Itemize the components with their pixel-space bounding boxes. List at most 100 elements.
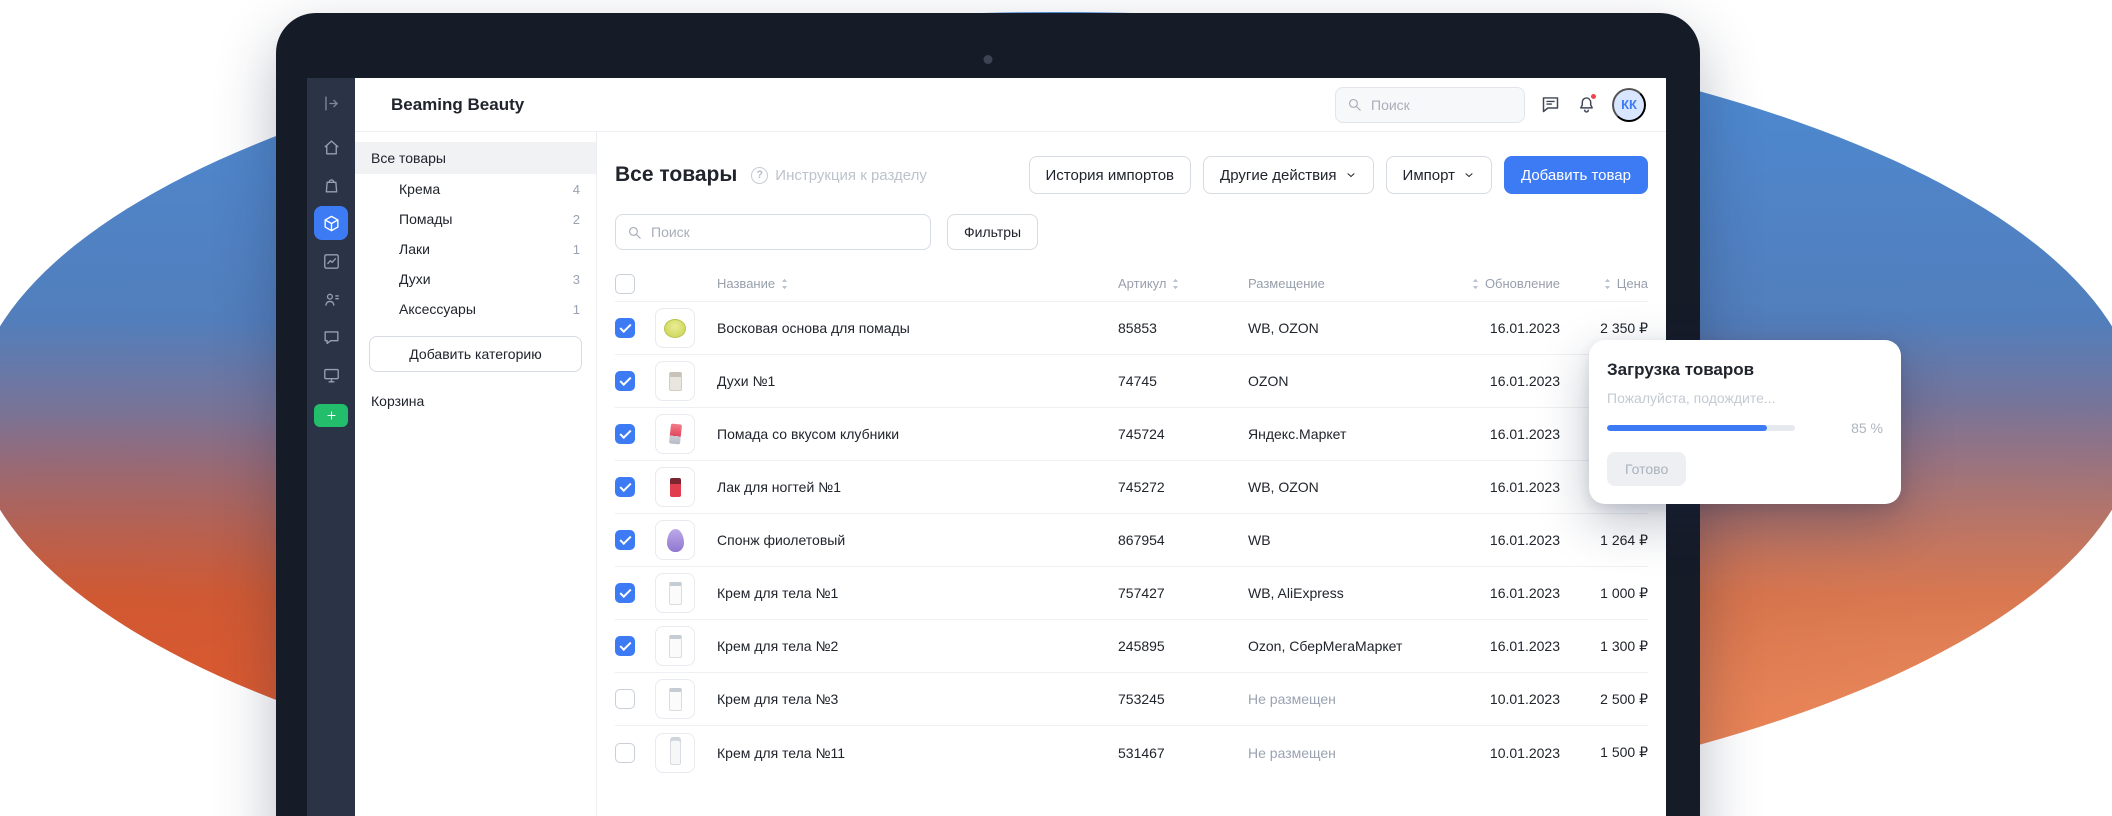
brand-title: Beaming Beauty [391, 94, 525, 114]
header-actions: История импортов Другие действия Импорт … [1028, 156, 1648, 194]
product-name: Крем для тела №2 [717, 638, 839, 654]
product-sku: 867954 [1118, 532, 1165, 548]
product-price: 2 350 ₽ [1600, 319, 1648, 336]
popup-title: Загрузка товаров [1607, 360, 1755, 379]
product-updated: 16.01.2023 [1489, 585, 1560, 601]
category-item-aksessuary[interactable]: Аксессуары 1 [355, 294, 596, 324]
progress-percent: 85 % [1851, 420, 1883, 436]
category-all-label: Все товары [371, 150, 446, 166]
global-search[interactable] [1335, 86, 1525, 123]
product-updated: 10.01.2023 [1489, 744, 1560, 761]
collapse-sidebar-button[interactable] [314, 86, 348, 120]
table-row[interactable]: Крем для тела №2 245895 Ozon, СберМегаМа… [615, 620, 1648, 673]
row-checkbox[interactable] [615, 689, 635, 709]
products-table: Название Артикул Размещение [615, 266, 1648, 779]
notification-dot [1589, 92, 1598, 101]
column-updated[interactable]: Обновление [1448, 276, 1560, 291]
product-price: 1 264 ₽ [1600, 531, 1648, 548]
sort-icon [1173, 278, 1179, 289]
content-area: Все товары ? Инструкция к разделу Истори… [597, 132, 1666, 816]
filters-button[interactable]: Фильтры [947, 214, 1039, 250]
product-placement: Не размещен [1248, 691, 1336, 707]
product-sku: 753245 [1118, 691, 1165, 707]
nav-monitor[interactable] [314, 358, 348, 392]
table-row[interactable]: Крем для тела №3 753245 Не размещен 10.0… [615, 673, 1648, 726]
nav-home[interactable] [314, 130, 348, 164]
row-checkbox[interactable] [615, 424, 635, 444]
category-label: Аксессуары [399, 301, 476, 317]
product-updated: 16.01.2023 [1489, 532, 1560, 548]
column-sku[interactable]: Артикул [1118, 276, 1248, 291]
table-row[interactable]: Духи №1 74745 OZON 16.01.2023 [615, 355, 1648, 408]
row-checkbox[interactable] [615, 318, 635, 338]
content-header: Все товары ? Инструкция к разделу Истори… [615, 156, 1648, 194]
column-price[interactable]: Цена [1560, 276, 1648, 291]
product-thumbnail [655, 573, 695, 613]
product-name: Крем для тела №1 [717, 585, 839, 601]
table-search-input[interactable] [651, 224, 920, 240]
table-row[interactable]: Восковая основа для помады 85853 WB, OZO… [615, 302, 1648, 355]
column-placement[interactable]: Размещение [1248, 276, 1325, 291]
import-button[interactable]: Импорт [1385, 156, 1492, 194]
nav-analytics[interactable] [314, 244, 348, 278]
add-new-button[interactable] [314, 404, 348, 427]
message-bubble-icon [1542, 97, 1559, 113]
row-checkbox[interactable] [615, 477, 635, 497]
table-row[interactable]: Лак для ногтей №1 745272 WB, OZON 16.01.… [615, 461, 1648, 514]
nav-chat[interactable] [314, 320, 348, 354]
category-item-laki[interactable]: Лаки 1 [355, 234, 596, 264]
user-avatar[interactable]: КК [1612, 87, 1646, 122]
nav-rail: ? [307, 78, 355, 816]
contacts-icon [324, 293, 339, 306]
product-updated: 16.01.2023 [1489, 479, 1560, 495]
question-circle-icon: ? [751, 166, 769, 184]
category-count: 1 [572, 301, 580, 317]
product-name: Духи №1 [717, 373, 776, 389]
category-item-pomady[interactable]: Помады 2 [355, 204, 596, 234]
notifications-button[interactable] [1576, 92, 1598, 115]
nav-orders[interactable] [314, 168, 348, 202]
row-checkbox[interactable] [615, 636, 635, 656]
progress-track [1607, 425, 1795, 431]
nav-products[interactable] [314, 206, 348, 240]
topbar: Beaming Beauty КК [355, 78, 1666, 132]
import-history-button[interactable]: История импортов [1028, 156, 1192, 194]
app-main: Beaming Beauty КК [355, 78, 1666, 816]
trash-section[interactable]: Корзина [355, 386, 596, 416]
product-updated: 10.01.2023 [1489, 691, 1560, 707]
select-all-checkbox[interactable] [615, 273, 635, 294]
category-count: 1 [572, 241, 580, 257]
section-instruction-link[interactable]: ? Инструкция к разделу [751, 166, 927, 184]
column-name[interactable]: Название [717, 276, 1118, 291]
category-item-dukhi[interactable]: Духи 3 [355, 264, 596, 294]
search-icon [1348, 98, 1361, 111]
row-checkbox[interactable] [615, 371, 635, 391]
global-search-input[interactable] [1371, 96, 1514, 113]
category-item-krema[interactable]: Крема 4 [355, 174, 596, 204]
category-all-products[interactable]: Все товары [355, 142, 596, 174]
device-frame: ? Beaming Beauty [276, 13, 1700, 816]
row-checkbox[interactable] [615, 742, 635, 763]
add-category-button[interactable]: Добавить категорию [369, 336, 582, 372]
table-row[interactable]: Крем для тела №1 757427 WB, AliExpress 1… [615, 567, 1648, 620]
messages-button[interactable] [1540, 94, 1561, 115]
page-title: Все товары [615, 163, 738, 186]
add-product-button[interactable]: Добавить товар [1504, 156, 1648, 194]
done-button[interactable]: Готово [1607, 452, 1687, 486]
category-label: Крема [399, 181, 441, 197]
product-thumbnail [655, 520, 695, 560]
product-thumbnail [655, 308, 695, 348]
table-search[interactable] [615, 214, 931, 250]
table-row[interactable]: Спонж фиолетовый 867954 WB 16.01.2023 1 … [615, 514, 1648, 567]
nav-contacts[interactable] [314, 282, 348, 316]
row-checkbox[interactable] [615, 583, 635, 603]
product-price: 1 500 ₽ [1600, 744, 1648, 760]
row-checkbox[interactable] [615, 530, 635, 550]
topbar-right: КК [1335, 86, 1646, 123]
product-updated: 16.01.2023 [1489, 373, 1560, 389]
table-row[interactable]: Помада со вкусом клубники 745724 Яндекс.… [615, 408, 1648, 461]
product-placement: WB [1248, 532, 1271, 548]
other-actions-button[interactable]: Другие действия [1203, 156, 1374, 194]
table-row[interactable]: Крем для тела №11 531467 Не размещен 10.… [615, 726, 1648, 779]
search-icon [628, 226, 641, 239]
